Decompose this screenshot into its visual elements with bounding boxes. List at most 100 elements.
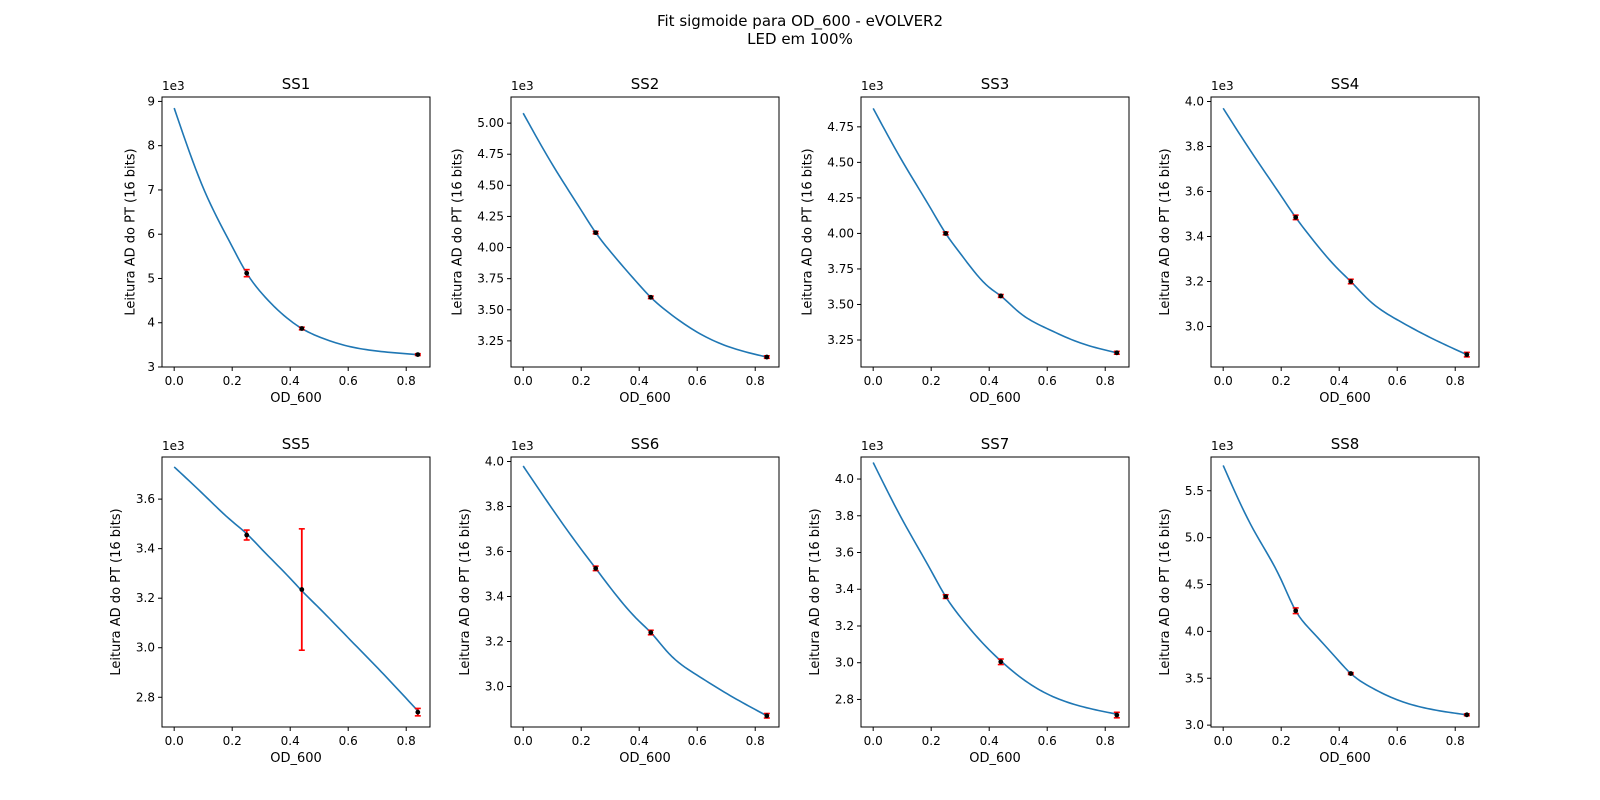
data-point-marker [299, 326, 305, 331]
fit-curve-line [1222, 465, 1467, 716]
axes-frame [860, 456, 1130, 728]
data-point-marker [415, 709, 421, 715]
figure-title-line-1: Fit sigmoide para OD_600 - eVOLVER2 [656, 12, 944, 30]
subplot-ss7: SS7 1e3 0.0 0.2 0.4 0.6 0.8 2.8 3.0 3.2 3.4 3.6 3.8 4… [808, 435, 1130, 766]
x-tick-label: 0.8 [746, 374, 765, 388]
y-axis-label: Leitura AD do PT (16 bits) [1158, 148, 1173, 315]
y-tick-label: 4.5 [1185, 578, 1204, 592]
y-tick-label: 9 [147, 94, 155, 108]
subplot-title: SS7 [981, 435, 1010, 453]
x-tick-label: 0.2 [223, 374, 242, 388]
data-point-marker [1293, 608, 1299, 614]
data-point-marker [1114, 350, 1120, 356]
x-axis-label: OD_600 [270, 391, 322, 406]
data-point-marker [1348, 671, 1354, 676]
x-tick-label: 0.2 [922, 374, 941, 388]
data-point-marker [415, 352, 421, 358]
y-tick-label: 4.25 [477, 209, 504, 223]
y-tick-label: 3.0 [485, 680, 504, 694]
data-point-2 [1347, 278, 1354, 285]
y-offset-text: 1e3 [861, 439, 884, 453]
x-tick-label: 0.8 [397, 734, 416, 748]
y-tick-label: 5.5 [1185, 484, 1204, 498]
axes-frame [860, 96, 1130, 368]
axes-frame [161, 96, 431, 368]
x-tick-label: 0.6 [1388, 374, 1407, 388]
data-point-1 [942, 593, 949, 600]
y-axis-label: Leitura AD do PT (16 bits) [109, 508, 124, 675]
figure-title: Fit sigmoide para OD_600 - eVOLVER2 LED … [0, 12, 1600, 48]
y-offset-text: 1e3 [511, 439, 534, 453]
y-tick-label: 4.75 [477, 147, 504, 161]
y-offset-text: 1e3 [1211, 439, 1234, 453]
x-tick-label: 0.6 [339, 734, 358, 748]
x-tick-label: 0.2 [223, 734, 242, 748]
x-tick-label: 0.0 [165, 734, 184, 748]
data-point-3 [414, 707, 421, 717]
y-axis-label: Leitura AD do PT (16 bits) [458, 508, 473, 675]
data-point-1 [592, 565, 599, 572]
x-tick-label: 0.0 [1214, 734, 1233, 748]
subplot-title: SS6 [631, 435, 660, 453]
x-tick-label: 0.6 [688, 734, 707, 748]
y-tick-label: 3.75 [827, 262, 854, 276]
data-point-3 [763, 712, 770, 719]
x-axis-label: OD_600 [270, 751, 322, 766]
fit-curve-line [522, 112, 768, 358]
x-tick-label: 0.6 [1388, 734, 1407, 748]
y-axis-label: Leitura AD do PT (16 bits) [800, 148, 815, 315]
y-tick-label: 6 [147, 227, 155, 241]
x-tick-label: 0.0 [1214, 374, 1233, 388]
data-point-marker [1464, 712, 1470, 718]
y-tick-label: 3.0 [1185, 320, 1204, 334]
y-tick-label: 3.5 [1185, 671, 1204, 685]
x-tick-label: 0.0 [864, 374, 883, 388]
data-point-3 [1113, 711, 1120, 719]
x-tick-label: 0.2 [1272, 734, 1291, 748]
y-tick-label: 3.4 [485, 590, 504, 604]
data-point-marker [998, 659, 1004, 665]
x-tick-label: 0.0 [514, 374, 533, 388]
axes-frame [510, 456, 780, 728]
x-tick-label: 0.8 [1096, 734, 1115, 748]
data-point-3 [414, 352, 421, 358]
fit-curve-line [872, 107, 1118, 354]
axes-frame [1210, 96, 1480, 368]
subplot-title: SS2 [631, 75, 660, 93]
y-tick-label: 3.8 [1185, 140, 1204, 154]
x-tick-label: 0.0 [864, 734, 883, 748]
y-tick-label: 4.0 [835, 472, 854, 486]
data-point-marker [998, 293, 1004, 299]
data-point-3 [1463, 351, 1470, 358]
y-tick-label: 3.8 [835, 509, 854, 523]
y-tick-label: 3.6 [835, 546, 854, 560]
x-tick-label: 0.4 [281, 734, 300, 748]
data-point-2 [647, 629, 654, 636]
data-point-2 [298, 528, 305, 652]
x-tick-label: 0.8 [1096, 374, 1115, 388]
x-tick-label: 0.6 [1038, 734, 1057, 748]
x-tick-label: 0.2 [572, 374, 591, 388]
y-tick-label: 4.00 [477, 241, 504, 255]
x-tick-label: 0.2 [1272, 374, 1291, 388]
x-tick-label: 0.4 [630, 374, 649, 388]
data-point-3 [1463, 712, 1470, 718]
data-point-marker [943, 594, 949, 599]
y-tick-label: 3.2 [136, 591, 155, 605]
y-offset-text: 1e3 [861, 79, 884, 93]
y-tick-label: 4.50 [477, 178, 504, 192]
data-point-marker [1293, 214, 1299, 220]
y-tick-label: 4.50 [827, 155, 854, 169]
x-tick-label: 0.8 [1446, 374, 1465, 388]
x-tick-label: 0.4 [980, 374, 999, 388]
data-point-marker [593, 230, 599, 236]
x-tick-label: 0.0 [514, 734, 533, 748]
subplot-ss1: SS1 1e3 0.0 0.2 0.4 0.6 0.8 3 4 5 6 7 8 9 OD_600 Leitur… [124, 75, 431, 406]
y-tick-label: 3.4 [136, 542, 155, 556]
y-offset-text: 1e3 [162, 79, 185, 93]
y-tick-label: 3 [147, 360, 155, 374]
data-point-1 [592, 230, 599, 236]
y-axis-label: Leitura AD do PT (16 bits) [450, 148, 465, 315]
subplot-ss2: SS2 1e3 0.0 0.2 0.4 0.6 0.8 3.25 3.50 3.75 4.00 4.2… [450, 75, 780, 406]
x-tick-label: 0.4 [980, 734, 999, 748]
